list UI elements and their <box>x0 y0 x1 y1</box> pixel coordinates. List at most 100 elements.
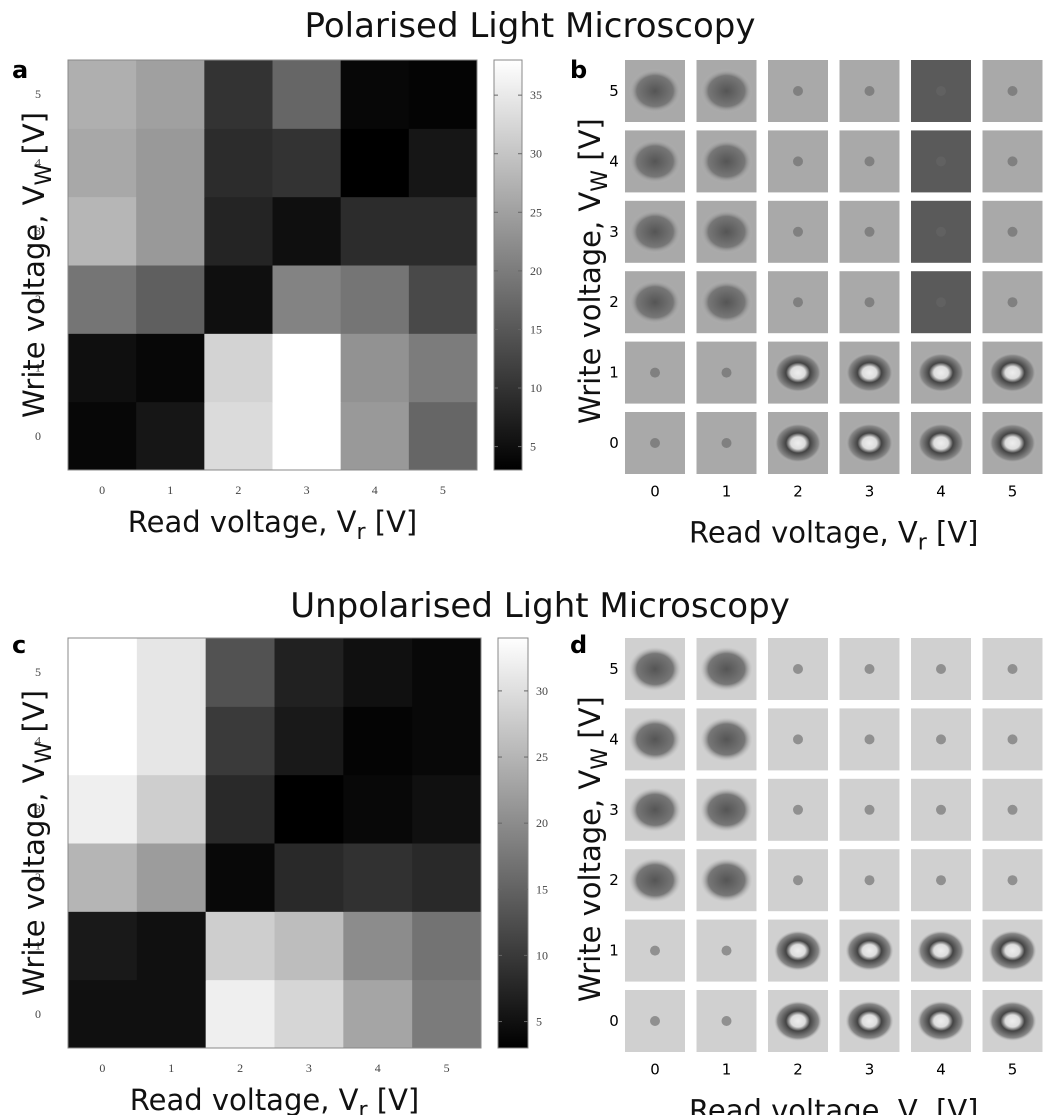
micrograph-feature <box>722 946 732 956</box>
heatmap-cell <box>136 333 205 402</box>
heatmap-cell <box>204 402 273 471</box>
label-subscript: W <box>32 164 57 186</box>
heatmap-cell <box>273 197 342 266</box>
heatmap-cell <box>341 333 410 402</box>
colorbar-tick-label: 30 <box>530 147 542 161</box>
micrograph-feature <box>1008 156 1018 166</box>
heatmap-cell <box>275 638 344 707</box>
label-subscript: W <box>32 742 57 764</box>
x-tick-label: 0 <box>650 482 660 500</box>
micrograph-feature <box>650 946 660 956</box>
heatmap-cell <box>136 60 205 129</box>
heatmap-cell <box>409 333 478 402</box>
heatmap-cell <box>68 775 137 844</box>
heatmap-cell <box>343 775 412 844</box>
heatmap-cell <box>275 911 344 980</box>
micrograph-feature <box>701 647 753 691</box>
x-tick-label: 2 <box>237 1061 243 1075</box>
micrograph-feature <box>650 438 660 448</box>
micrograph-feature <box>629 210 681 254</box>
heatmap-cell <box>273 265 342 334</box>
micrograph-feature <box>936 875 946 885</box>
heatmap-cell <box>137 706 206 775</box>
axis-label: Read voltage, Vr [V] <box>128 505 417 545</box>
micrograph-feature <box>846 1001 894 1041</box>
heatmap-cell <box>273 128 342 197</box>
heatmap-cell <box>137 638 206 707</box>
axis-label: Write voltage, VW [V] <box>573 118 613 424</box>
heatmap-cell <box>137 775 206 844</box>
micrograph-feature <box>1008 297 1018 307</box>
y-tick-label: 3 <box>609 801 619 819</box>
micrograph-feature <box>629 280 681 324</box>
micrograph-feature <box>989 423 1037 463</box>
micrograph-feature <box>846 931 894 971</box>
colorbar-tick-label: 5 <box>536 1015 542 1029</box>
heatmap-cell <box>68 60 137 129</box>
heatmap-cell <box>412 980 481 1049</box>
micrograph-feature <box>865 734 875 744</box>
colorbar <box>494 60 522 470</box>
micrograph-feature <box>629 139 681 183</box>
heatmap-cell <box>204 60 273 129</box>
micrograph-feature <box>917 353 965 393</box>
label-text: Read voltage, V <box>689 1093 918 1115</box>
heatmap-cell <box>204 128 273 197</box>
heatmap-cell <box>412 843 481 912</box>
label-unit: [V] <box>927 515 979 549</box>
axis-label: Read voltage, Vr [V] <box>689 515 978 555</box>
heatmap-cell <box>275 843 344 912</box>
heatmap-cell <box>409 60 478 129</box>
colorbar-tick-label: 15 <box>536 882 548 896</box>
colorbar-tick-label: 10 <box>530 381 542 395</box>
heatmap-cell <box>68 638 137 707</box>
x-tick-label: 4 <box>372 483 378 497</box>
heatmap-cell <box>412 911 481 980</box>
x-tick-label: 5 <box>444 1061 450 1075</box>
label-text: Read voltage, V <box>128 505 357 539</box>
heatmap-cell <box>68 265 137 334</box>
label-text: Read voltage, V <box>689 515 918 549</box>
micrograph-feature <box>701 69 753 113</box>
micrograph-feature <box>722 1016 732 1026</box>
heatmap-cell <box>343 911 412 980</box>
x-tick-label: 1 <box>168 1061 174 1075</box>
micrograph-feature <box>793 227 803 237</box>
colorbar-tick-label: 10 <box>536 948 548 962</box>
micrograph-feature <box>917 931 965 971</box>
figure: Polarised Light Microscopy Unpolarised L… <box>0 0 1046 1115</box>
micrograph-feature <box>629 858 681 902</box>
axis-label: Read voltage, Vr [V] <box>689 1093 978 1115</box>
heatmap-cell <box>204 265 273 334</box>
heatmap-cell <box>343 706 412 775</box>
label-unit: [V] <box>573 118 607 170</box>
heatmap-cell <box>136 197 205 266</box>
micrograph-feature <box>629 647 681 691</box>
micrograph-feature <box>1008 86 1018 96</box>
axis-label: Write voltage, VW [V] <box>17 690 57 996</box>
heatmap-cell <box>343 638 412 707</box>
colorbar <box>498 638 528 1048</box>
heatmap-cell <box>204 197 273 266</box>
label-unit: [V] <box>927 1093 979 1115</box>
panel-letter: b <box>570 56 587 84</box>
heatmap-cell <box>68 333 137 402</box>
heatmap-cell <box>206 638 275 707</box>
heatmap-cell <box>341 197 410 266</box>
heatmap-cell <box>409 265 478 334</box>
label-text: Write voltage, V <box>573 192 607 425</box>
panel-letter: c <box>12 631 26 659</box>
heatmap-cell <box>273 333 342 402</box>
micrograph-feature <box>701 717 753 761</box>
heatmap-cell <box>409 197 478 266</box>
heatmap-cell <box>136 128 205 197</box>
micrograph-feature <box>865 664 875 674</box>
y-tick-label: 2 <box>609 293 619 311</box>
heatmap-cell <box>68 911 137 980</box>
micrograph-feature <box>865 297 875 307</box>
y-tick-label: 5 <box>609 660 619 678</box>
heatmap-cell <box>68 128 137 197</box>
label-text: Read voltage, V <box>130 1083 359 1115</box>
y-tick-label: 5 <box>609 82 619 100</box>
panel-letter: a <box>12 56 28 84</box>
